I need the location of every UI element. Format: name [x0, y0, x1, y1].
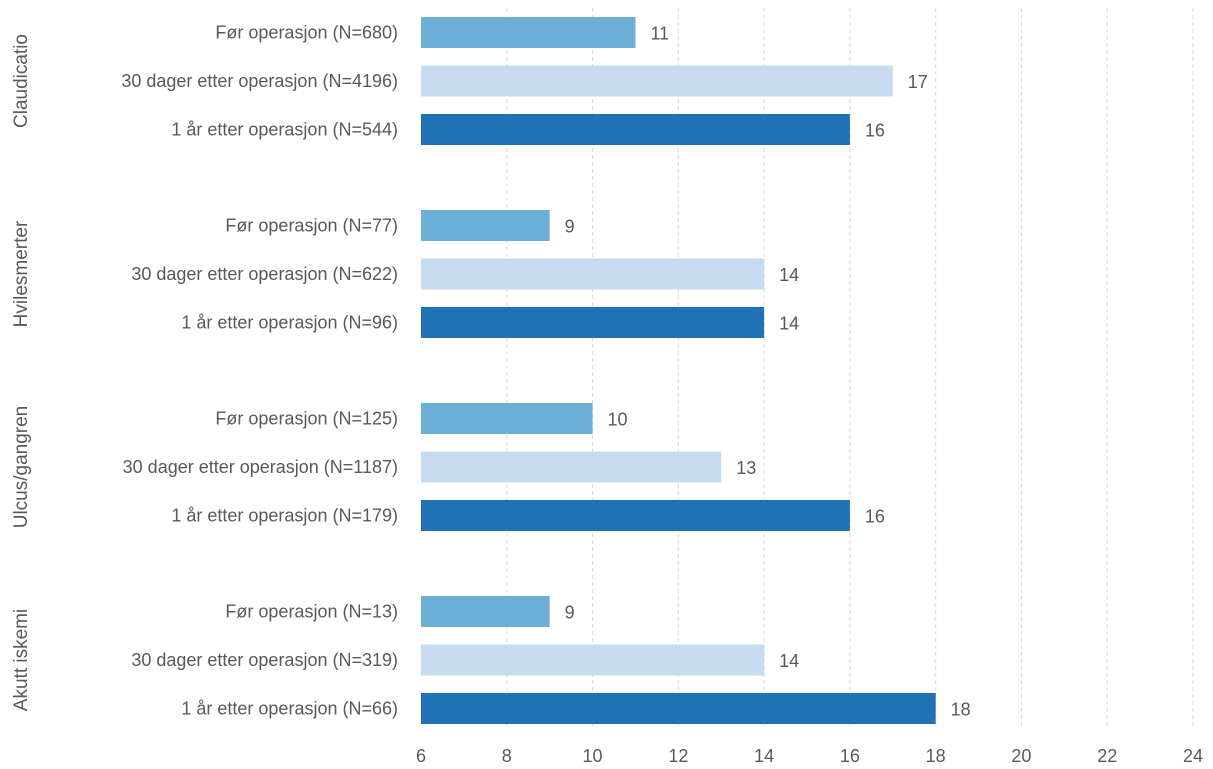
bar-category-label: 30 dager etter operasjon (N=4196): [121, 71, 398, 91]
x-tick-label: 6: [416, 746, 426, 766]
bar: [421, 500, 850, 531]
bar-category-label: 1 år etter operasjon (N=96): [181, 313, 398, 333]
bar: [421, 596, 550, 627]
data-label: 9: [565, 603, 575, 623]
data-label: 13: [736, 458, 756, 478]
data-label: 10: [608, 410, 628, 430]
bar: [421, 258, 765, 290]
x-tick-label: 22: [1097, 746, 1117, 766]
data-label: 16: [865, 507, 885, 527]
bar-category-label: Før operasjon (N=680): [215, 23, 398, 43]
bar-category-label: 1 år etter operasjon (N=179): [171, 506, 398, 526]
group-label: Ulcus/gangren: [11, 406, 32, 529]
bar-category-label: 1 år etter operasjon (N=544): [171, 120, 398, 140]
data-label: 17: [908, 72, 928, 92]
bar: [421, 693, 936, 724]
data-label: 11: [650, 24, 669, 44]
bar-category-label: Før operasjon (N=13): [225, 602, 398, 622]
bar-category-label: Før operasjon (N=125): [215, 409, 398, 429]
x-tick-label: 18: [926, 746, 946, 766]
bar: [421, 114, 850, 145]
data-label: 18: [951, 700, 971, 720]
bar-category-label: 30 dager etter operasjon (N=622): [131, 264, 398, 284]
bar-category-label: 30 dager etter operasjon (N=319): [131, 650, 398, 670]
x-tick-label: 8: [502, 746, 512, 766]
x-tick-label: 10: [583, 746, 603, 766]
x-tick-label: 16: [840, 746, 860, 766]
data-label: 16: [865, 121, 885, 141]
data-label: 14: [779, 314, 799, 334]
data-label: 14: [779, 651, 799, 671]
data-label: 14: [779, 265, 799, 285]
x-tick-label: 14: [754, 746, 774, 766]
bar-category-label: 1 år etter operasjon (N=66): [181, 699, 398, 719]
group-label: Akutt iskemi: [11, 609, 32, 711]
bar: [421, 65, 893, 97]
x-tick-label: 12: [668, 746, 688, 766]
x-tick-label: 20: [1011, 746, 1031, 766]
data-label: 9: [565, 217, 575, 237]
bar: [421, 210, 550, 241]
bar: [421, 451, 722, 483]
bar: [421, 307, 765, 338]
bar-category-label: Før operasjon (N=77): [225, 216, 398, 236]
bar: [421, 644, 765, 676]
bar: [421, 17, 636, 48]
bar: [421, 403, 593, 434]
group-label: Hvilesmerter: [11, 220, 32, 327]
x-tick-label: 24: [1183, 746, 1203, 766]
group-label: Claudicatio: [11, 34, 32, 128]
bar-category-label: 30 dager etter operasjon (N=1187): [123, 457, 398, 477]
